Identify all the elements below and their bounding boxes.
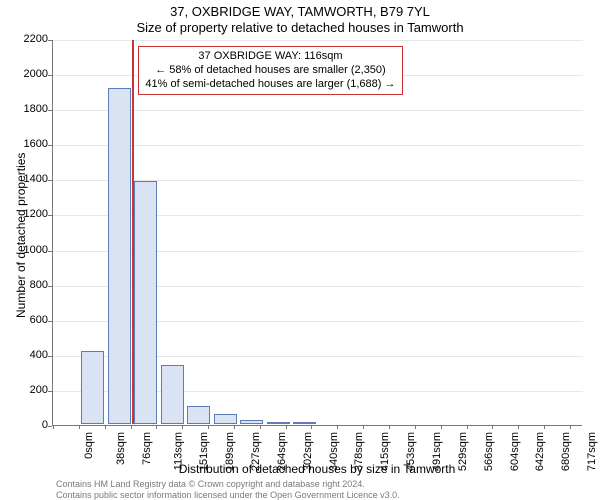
histogram-bar: [293, 422, 316, 424]
y-tick-label: 0: [8, 419, 48, 431]
x-tick-label: 38sqm: [115, 432, 127, 465]
histogram-bar: [267, 422, 290, 425]
x-tick: [208, 425, 209, 429]
callout-line3: 41% of semi-detached houses are larger (…: [145, 78, 395, 92]
y-tick: [48, 286, 52, 287]
plot-area: 37 OXBRIDGE WAY: 116sqm← 58% of detached…: [52, 40, 582, 426]
x-tick: [234, 425, 235, 429]
histogram-bar: [81, 351, 104, 424]
y-tick-label: 2200: [8, 33, 48, 45]
x-tick: [389, 425, 390, 429]
y-tick-label: 400: [8, 349, 48, 361]
attribution: Contains HM Land Registry data © Crown c…: [56, 479, 400, 500]
x-tick-label: 76sqm: [141, 432, 153, 465]
chart-title-line2: Size of property relative to detached ho…: [0, 20, 600, 35]
x-tick: [492, 425, 493, 429]
plot-outer: 37 OXBRIDGE WAY: 116sqm← 58% of detached…: [52, 40, 582, 426]
x-tick-label: 0sqm: [83, 432, 95, 459]
x-tick: [311, 425, 312, 429]
histogram-bar: [134, 181, 157, 424]
y-tick: [48, 321, 52, 322]
x-tick-label: 717sqm: [586, 432, 598, 471]
chart-title-line1: 37, OXBRIDGE WAY, TAMWORTH, B79 7YL: [0, 4, 600, 19]
x-tick: [415, 425, 416, 429]
x-tick: [182, 425, 183, 429]
x-tick: [286, 425, 287, 429]
y-tick-label: 2000: [8, 68, 48, 80]
callout-line2: ← 58% of detached houses are smaller (2,…: [145, 64, 395, 78]
histogram-bar: [214, 414, 237, 424]
marker-line: [132, 40, 134, 424]
attribution-line1: Contains HM Land Registry data © Crown c…: [56, 479, 400, 490]
histogram-bar: [240, 420, 263, 424]
x-tick: [467, 425, 468, 429]
x-axis-label: Distribution of detached houses by size …: [52, 462, 582, 476]
callout-line1: 37 OXBRIDGE WAY: 116sqm: [145, 50, 395, 64]
x-tick: [337, 425, 338, 429]
histogram-bar: [187, 406, 210, 424]
x-tick: [441, 425, 442, 429]
y-tick: [48, 391, 52, 392]
histogram-bar: [108, 88, 131, 424]
y-tick: [48, 356, 52, 357]
y-tick: [48, 145, 52, 146]
y-axis-label: Number of detached properties: [14, 153, 28, 318]
y-tick: [48, 110, 52, 111]
y-tick-label: 1800: [8, 103, 48, 115]
y-tick: [48, 426, 52, 427]
y-tick: [48, 75, 52, 76]
y-tick: [48, 215, 52, 216]
histogram-bar: [161, 365, 184, 424]
x-tick: [131, 425, 132, 429]
x-tick: [53, 425, 54, 429]
x-tick: [544, 425, 545, 429]
y-tick: [48, 180, 52, 181]
x-tick: [156, 425, 157, 429]
attribution-line2: Contains public sector information licen…: [56, 490, 400, 500]
x-tick: [79, 425, 80, 429]
x-tick: [260, 425, 261, 429]
y-tick: [48, 251, 52, 252]
x-tick: [570, 425, 571, 429]
y-tick-label: 1600: [8, 138, 48, 150]
chart-container: 37, OXBRIDGE WAY, TAMWORTH, B79 7YL Size…: [0, 0, 600, 500]
y-tick: [48, 40, 52, 41]
y-tick-label: 200: [8, 384, 48, 396]
x-tick: [363, 425, 364, 429]
callout-box: 37 OXBRIDGE WAY: 116sqm← 58% of detached…: [138, 46, 402, 95]
x-tick: [105, 425, 106, 429]
x-tick: [518, 425, 519, 429]
